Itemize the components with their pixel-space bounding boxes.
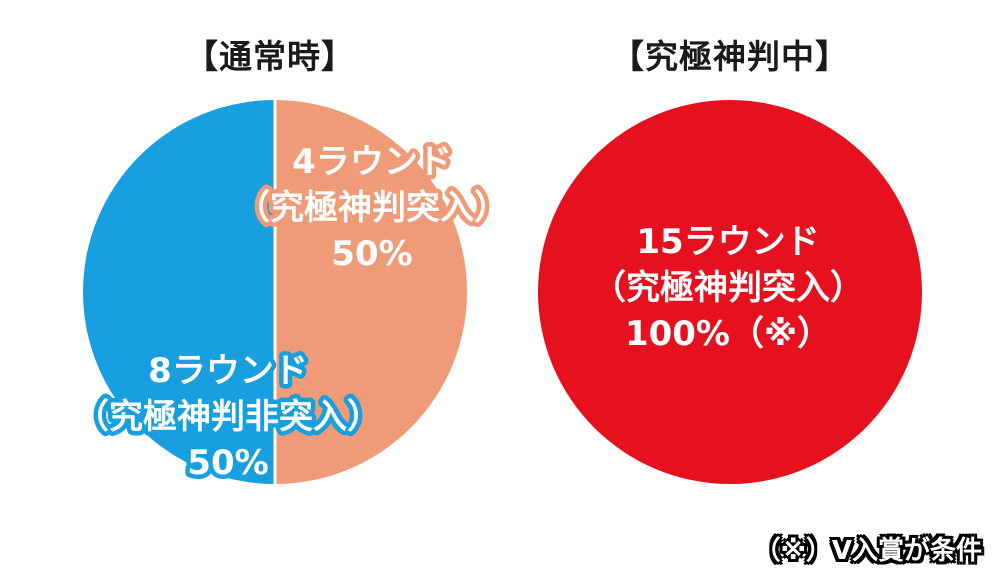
pie-0-slice-0-label-line-0: 4ラウンド: [292, 142, 452, 182]
pie-1-slice-0-label-line-0: 15ラウンド: [636, 222, 819, 262]
pie-0-slice-0-label-line-1: （究極神判突入）: [236, 188, 508, 228]
pie-0-slice-1-label-line-2: 50%: [187, 443, 268, 483]
pie-0-slice-0-label-line-2: 50%: [331, 234, 412, 274]
pie-1-slice-0-label-line-1: （究極神判突入）: [592, 268, 864, 308]
pie-0-slice-0: [275, 100, 467, 484]
chart-title-normal: 【通常時】: [185, 37, 355, 76]
pie-0-slice-1-label-line-1: （究極神判非突入）: [75, 397, 381, 437]
pie-1-slice-0: [538, 100, 922, 484]
chart-title-judgment: 【究極神判中】: [611, 37, 849, 76]
footnote: （※）V入賞が条件: [754, 536, 982, 566]
pie-1-slice-0-label-line-2: 100%（※）: [625, 314, 831, 354]
pie-0-slice-1: [83, 100, 275, 484]
pie-0-slice-1-label-line-0: 8ラウンド: [148, 351, 308, 391]
